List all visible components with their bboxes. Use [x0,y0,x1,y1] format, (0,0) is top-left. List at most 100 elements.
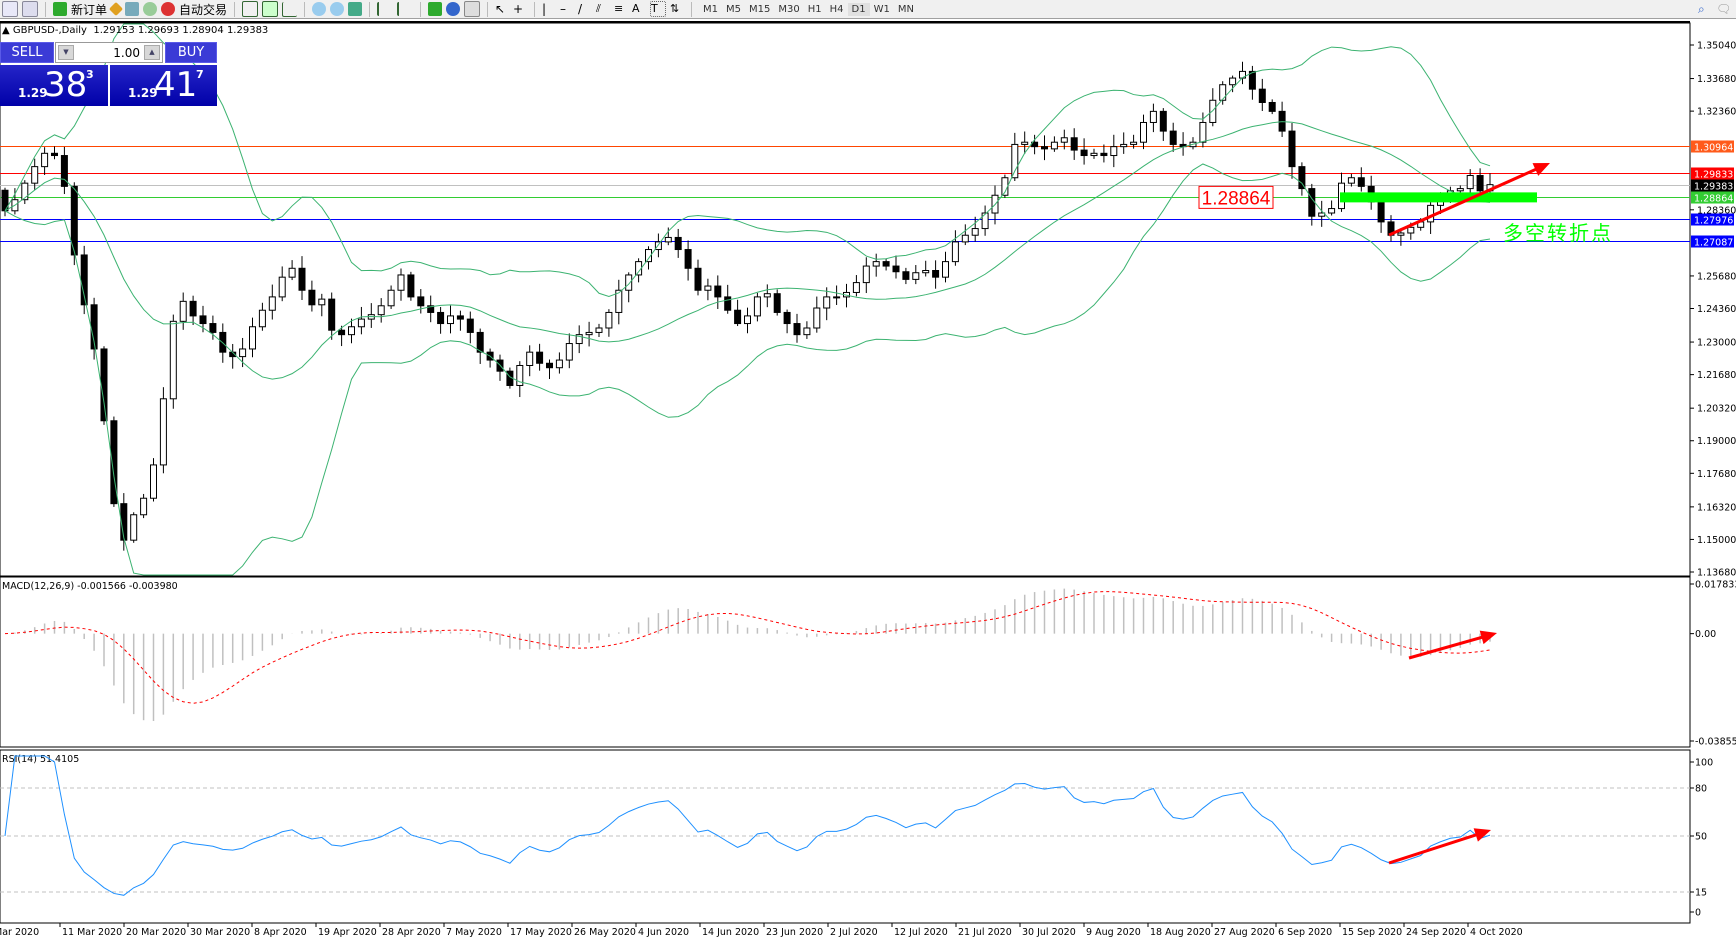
vertical-line-icon[interactable]: | [542,2,547,16]
candle-bull [1199,121,1207,143]
search-icon[interactable]: ⌕ [1698,2,1705,16]
buy-price-button[interactable]: 1.29 41 7 [110,65,217,106]
candle-bull [1110,146,1118,157]
lot-decrease-icon[interactable]: ▼ [58,45,74,60]
buy-price-pip: 7 [196,68,204,81]
candle-bull [249,326,256,350]
price-tick-label: 1.25680 [1697,271,1736,282]
candle-bull [555,359,563,369]
timeframe-m15[interactable]: M15 [749,3,771,15]
lot-increase-icon[interactable]: ▲ [144,45,160,60]
candle-bear [51,152,58,157]
candle-bull [961,234,969,243]
candle-bear [1248,70,1256,90]
equidistant-channel-icon[interactable]: ⫽ [596,2,601,15]
rsi-label: RSI(14) 51.4105 [2,754,79,765]
indicators-icon[interactable] [428,2,443,16]
candle-bear [189,300,197,317]
text-icon[interactable]: A [632,2,640,15]
price-tick-label: 1.15000 [1697,535,1736,546]
price-tick-label: 1.28360 [1697,205,1736,216]
timeframe-h1[interactable]: H1 [807,3,822,15]
candlestick-icon[interactable] [262,1,279,17]
chat-icon[interactable]: 🗨 [1716,2,1732,16]
bollinger-upper [4,23,1491,298]
sell-price-button[interactable]: 1.29 38 3 [0,65,108,106]
timeframe-m5[interactable]: M5 [726,3,742,15]
cursor-icon[interactable]: ↖ [495,2,506,16]
macd-tick-label: 0.017833 [1695,580,1736,591]
candle-bull [1328,208,1336,214]
macd-signal-line [4,591,1491,704]
candle-bull [357,318,365,328]
trend-arrow-price [1388,167,1538,237]
macd-label: MACD(12,26,9) -0.001566 -0.003980 [2,581,178,592]
sell-button[interactable]: SELL [0,42,54,63]
candle-bull [744,315,751,325]
timeframe-m1[interactable]: M1 [703,3,719,15]
price-line-label-bg [1691,213,1734,226]
zoom-search-icon[interactable] [22,1,38,17]
new-chart-icon[interactable] [2,1,18,17]
crosshair-icon[interactable]: + [513,2,524,16]
date-label: 24 Sep 2020 [1406,927,1466,938]
timeframe-w1[interactable]: W1 [873,3,890,15]
trend-arrow-price-head [1532,163,1550,176]
trendline-icon[interactable]: / [578,2,583,16]
price-line-label-bg [1691,167,1734,180]
bar-chart-icon[interactable] [242,1,259,17]
zoom-out-icon[interactable] [330,2,345,16]
timeframe-d1[interactable]: D1 [847,2,870,16]
price-callout-box [1198,185,1274,209]
tile-windows-icon[interactable] [348,2,363,16]
chart-shift-icon[interactable] [397,2,413,16]
zoom-in-icon[interactable] [312,2,327,16]
auto-scroll-icon[interactable] [377,2,393,16]
price-tick-label: 1.13680 [1697,568,1736,579]
timeframe-mn[interactable]: MN [897,3,914,15]
date-label: 30 Jul 2020 [1022,927,1076,938]
fibonacci-icon[interactable]: ≡ [614,2,624,15]
candle-bear [1041,146,1048,150]
timeframe-h4[interactable]: H4 [829,3,844,15]
candle-bull [21,182,29,201]
candle-bull [1140,121,1147,143]
chart-border [0,21,1690,23]
line-chart-icon[interactable] [282,1,298,17]
candle-bull [872,261,880,267]
timeframe-bar: M1 M5 M15 M30 H1 H4 D1 W1 MN [699,2,918,16]
price-line-label: 1.27976 [1694,216,1733,227]
candle-bear [199,315,207,325]
date-label: 9 Aug 2020 [1086,927,1141,938]
candle-bear [427,305,435,313]
timeframe-m30[interactable]: M30 [778,3,800,15]
date-label: Mar 2020 [0,927,39,938]
buy-button[interactable]: BUY [165,42,217,63]
candle-bull [447,315,454,325]
templates-icon[interactable] [464,1,481,17]
arrows-icon[interactable]: ⇅ [670,2,680,15]
text-label-icon[interactable]: T [650,1,667,17]
candle-bear [308,289,316,306]
rsi-tick-label: 50 [1695,832,1707,843]
candle-bull [1397,232,1405,236]
candle-bull [565,343,573,361]
price-tick-label: 1.19000 [1697,436,1736,447]
signal-icon[interactable] [143,2,158,16]
date-label: 17 May 2020 [510,927,572,938]
market-watch-icon[interactable] [125,2,140,16]
bollinger-middle [4,121,1491,380]
candle-bear [1298,166,1306,190]
lot-value[interactable]: 1.00 [113,46,140,60]
candle-bull [664,236,672,243]
candle-bear [1377,201,1385,223]
lot-size-input[interactable]: ▼ 1.00 ▲ [55,42,163,63]
horizontal-line-icon[interactable]: – [560,2,567,16]
periods-clock-icon[interactable] [446,2,461,16]
candle-bear [417,296,425,307]
macd-tick-label: -0.038559 [1695,737,1736,748]
new-order-button[interactable]: 新订单 [71,2,108,17]
candle-bull [833,296,841,299]
auto-trading-button[interactable]: 自动交易 [179,2,228,17]
